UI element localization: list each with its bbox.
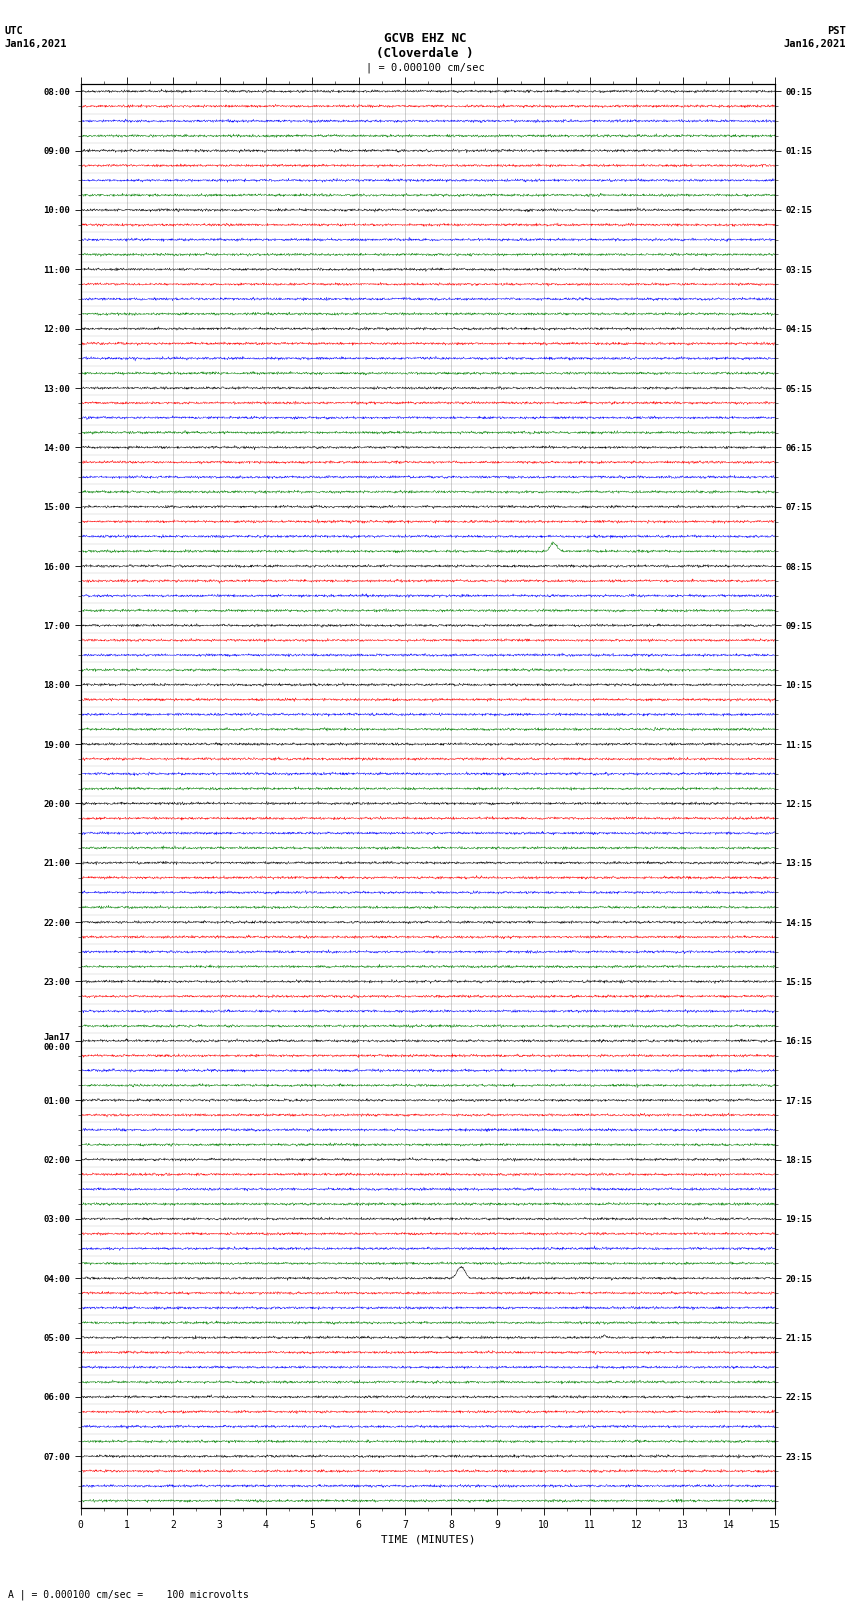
- X-axis label: TIME (MINUTES): TIME (MINUTES): [381, 1534, 475, 1544]
- Text: Jan16,2021: Jan16,2021: [783, 39, 846, 48]
- Text: UTC: UTC: [4, 26, 23, 35]
- Text: PST: PST: [827, 26, 846, 35]
- Text: GCVB EHZ NC: GCVB EHZ NC: [383, 32, 467, 45]
- Text: (Cloverdale ): (Cloverdale ): [377, 47, 473, 60]
- Text: A | = 0.000100 cm/sec =    100 microvolts: A | = 0.000100 cm/sec = 100 microvolts: [8, 1589, 249, 1600]
- Text: | = 0.000100 cm/sec: | = 0.000100 cm/sec: [366, 63, 484, 74]
- Text: Jan16,2021: Jan16,2021: [4, 39, 67, 48]
